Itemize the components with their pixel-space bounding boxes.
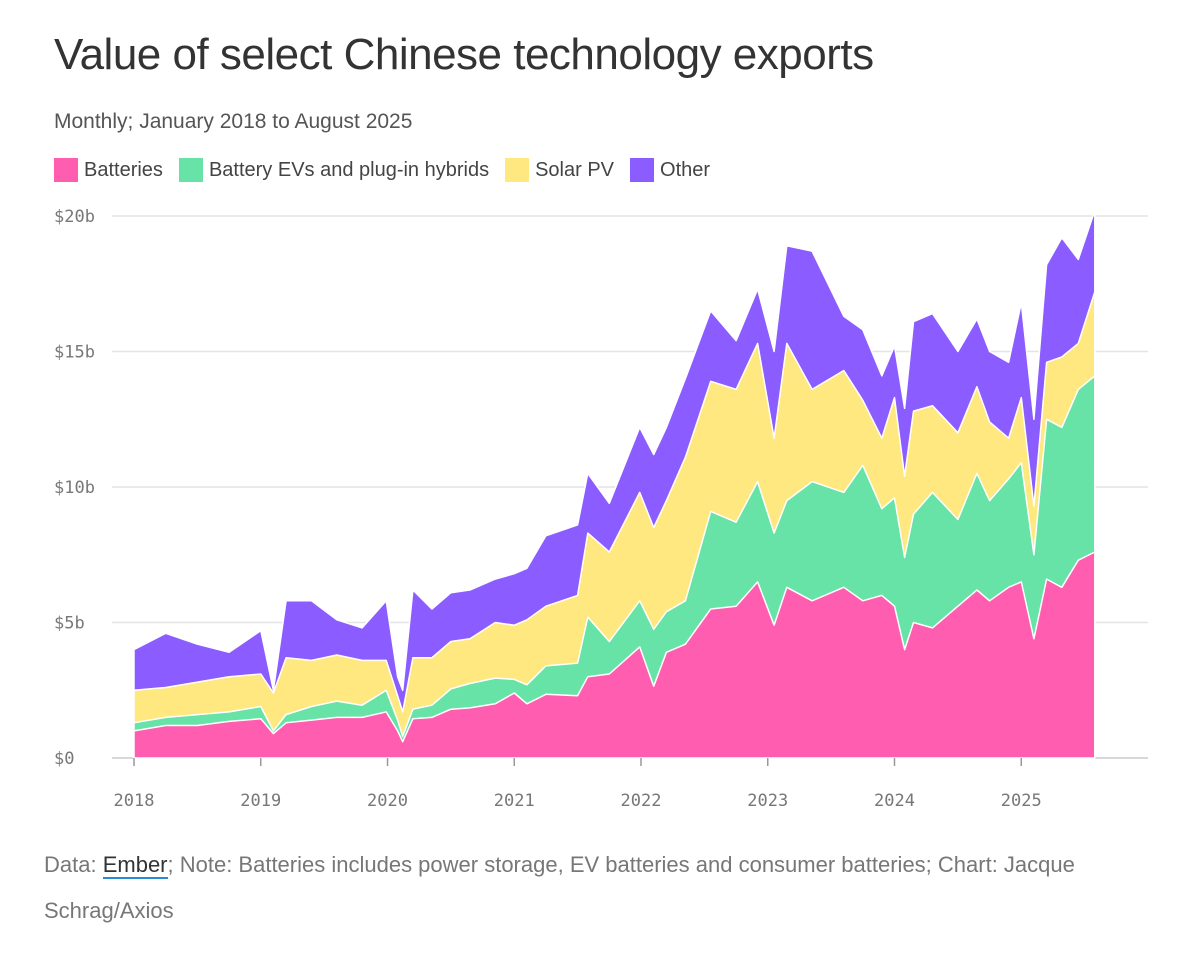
y-tick-label: $0 [54,749,74,769]
chart-subtitle: Monthly; January 2018 to August 2025 [54,110,413,133]
x-tick-label: 2025 [1001,791,1042,811]
y-tick-label: $20b [54,207,95,227]
legend-swatch-evs [178,158,203,182]
legend-item-evs: Battery EVs and plug-in hybrids [178,158,490,182]
legend-label-batteries: Batteries [84,158,163,181]
x-tick-label: 2024 [874,791,915,811]
x-tick-label: 2021 [494,791,535,811]
chart-title: Value of select Chinese technology expor… [54,30,874,79]
legend-swatch-solar [505,158,530,182]
legend: Batteries Battery EVs and plug-in hybrid… [54,158,726,182]
area-batteries [133,551,1096,759]
y-tick-label: $10b [54,478,95,498]
source-link[interactable]: Ember [102,852,168,879]
x-tick-label: 2023 [747,791,788,811]
legend-item-other: Other [630,158,710,182]
legend-label-other: Other [660,158,711,181]
chart-footer: Data: Ember; Note: Batteries includes po… [44,842,1164,934]
legend-swatch-other [630,158,655,182]
x-tick-label: 2018 [114,791,155,811]
y-tick-label: $15b [54,343,95,363]
x-tick-label: 2022 [621,791,662,811]
legend-label-solar: Solar PV [535,158,615,181]
legend-item-batteries: Batteries [54,158,163,182]
footer-note: ; Note: Batteries includes power storage… [44,852,1075,923]
legend-swatch-batteries [54,158,78,182]
footer-prefix: Data: [44,852,103,877]
stacked-area-chart: $0 $5b $10b $15b $20b 2018 2019 2020 2021 2022 202… [54,207,1148,811]
y-tick-label: $5b [54,614,85,634]
x-tick-label: 2019 [240,791,281,811]
legend-item-solar: Solar PV [505,158,614,182]
x-tick-label: 2020 [367,791,408,811]
legend-label-evs: Battery EVs and plug-in hybrids [208,158,490,181]
